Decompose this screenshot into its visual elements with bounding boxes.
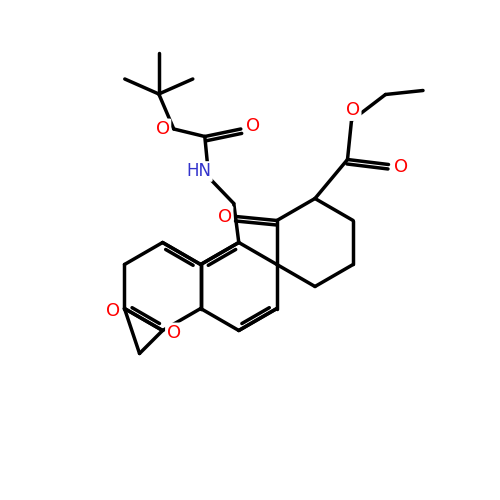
Text: O: O — [394, 158, 408, 176]
Text: O: O — [346, 102, 360, 119]
Text: O: O — [106, 302, 120, 320]
Text: HN: HN — [186, 162, 212, 180]
Text: O: O — [156, 120, 170, 138]
Text: O: O — [246, 118, 260, 136]
Text: O: O — [218, 208, 232, 226]
Text: O: O — [166, 324, 180, 342]
